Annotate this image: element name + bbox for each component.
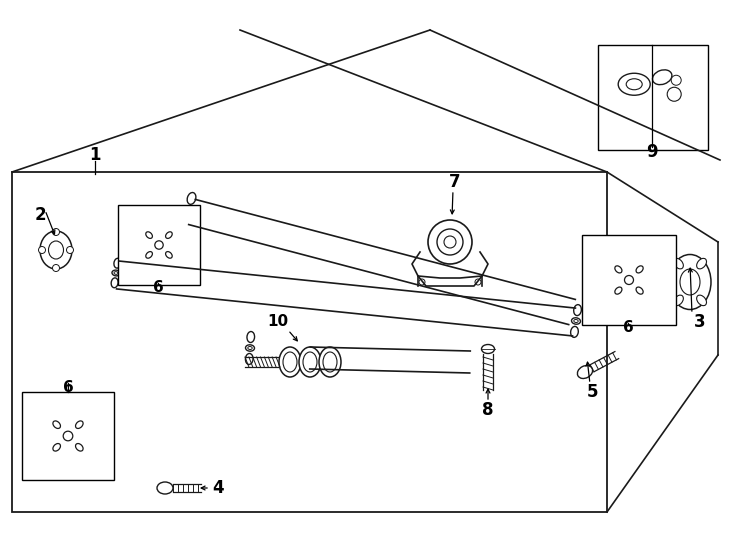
Ellipse shape [279, 347, 301, 377]
Text: 2: 2 [34, 206, 46, 224]
Ellipse shape [615, 266, 622, 273]
Ellipse shape [245, 345, 255, 351]
Ellipse shape [76, 421, 83, 428]
Ellipse shape [697, 295, 707, 306]
Text: 4: 4 [212, 479, 224, 497]
Bar [22, 392, 114, 480]
Ellipse shape [618, 73, 650, 95]
Ellipse shape [146, 232, 153, 238]
Ellipse shape [186, 208, 190, 212]
Circle shape [667, 87, 681, 102]
Ellipse shape [114, 272, 118, 274]
Ellipse shape [283, 352, 297, 372]
Ellipse shape [184, 206, 193, 214]
Ellipse shape [674, 258, 683, 269]
Text: 6: 6 [62, 381, 73, 395]
Ellipse shape [674, 295, 683, 306]
Ellipse shape [187, 193, 196, 204]
Ellipse shape [180, 215, 189, 227]
Ellipse shape [146, 252, 153, 258]
Bar [118, 205, 200, 285]
Circle shape [63, 431, 73, 441]
Ellipse shape [636, 266, 643, 273]
Bar [12, 172, 607, 512]
Ellipse shape [299, 347, 321, 377]
Ellipse shape [626, 79, 642, 90]
Ellipse shape [166, 232, 172, 238]
Text: 5: 5 [586, 383, 597, 401]
Ellipse shape [319, 347, 341, 377]
Text: 3: 3 [694, 313, 706, 331]
Text: 6: 6 [622, 321, 633, 335]
Ellipse shape [574, 320, 578, 322]
Ellipse shape [323, 352, 337, 372]
Ellipse shape [112, 270, 120, 276]
Ellipse shape [247, 332, 255, 342]
Circle shape [428, 220, 472, 264]
Circle shape [671, 75, 681, 85]
Ellipse shape [248, 347, 252, 349]
Ellipse shape [114, 258, 121, 268]
Circle shape [625, 275, 633, 285]
Text: 9: 9 [646, 143, 658, 161]
Text: 10: 10 [267, 314, 288, 329]
Ellipse shape [653, 70, 672, 85]
Ellipse shape [697, 258, 707, 269]
Ellipse shape [111, 278, 118, 288]
Text: 6: 6 [153, 280, 164, 295]
Ellipse shape [53, 443, 60, 451]
Circle shape [67, 246, 73, 253]
Ellipse shape [157, 482, 173, 494]
Circle shape [475, 279, 481, 285]
Bar [598, 45, 708, 150]
Ellipse shape [574, 305, 581, 315]
Ellipse shape [578, 366, 592, 379]
Ellipse shape [245, 354, 253, 364]
Circle shape [444, 236, 456, 248]
Circle shape [155, 241, 163, 249]
Text: 8: 8 [482, 401, 494, 419]
Ellipse shape [48, 241, 64, 259]
Circle shape [38, 246, 46, 253]
Ellipse shape [570, 326, 578, 338]
Ellipse shape [680, 269, 700, 295]
Ellipse shape [166, 252, 172, 258]
Circle shape [437, 229, 463, 255]
Circle shape [419, 279, 425, 285]
Text: 7: 7 [449, 173, 461, 191]
Ellipse shape [615, 287, 622, 294]
Ellipse shape [482, 345, 495, 354]
Ellipse shape [53, 421, 60, 428]
Ellipse shape [40, 231, 72, 269]
Ellipse shape [303, 352, 317, 372]
Bar [582, 235, 676, 325]
Ellipse shape [636, 287, 643, 294]
Ellipse shape [669, 254, 711, 309]
Circle shape [53, 265, 59, 272]
Text: 1: 1 [90, 146, 101, 164]
Ellipse shape [572, 318, 581, 324]
Ellipse shape [76, 443, 83, 451]
Circle shape [53, 228, 59, 235]
